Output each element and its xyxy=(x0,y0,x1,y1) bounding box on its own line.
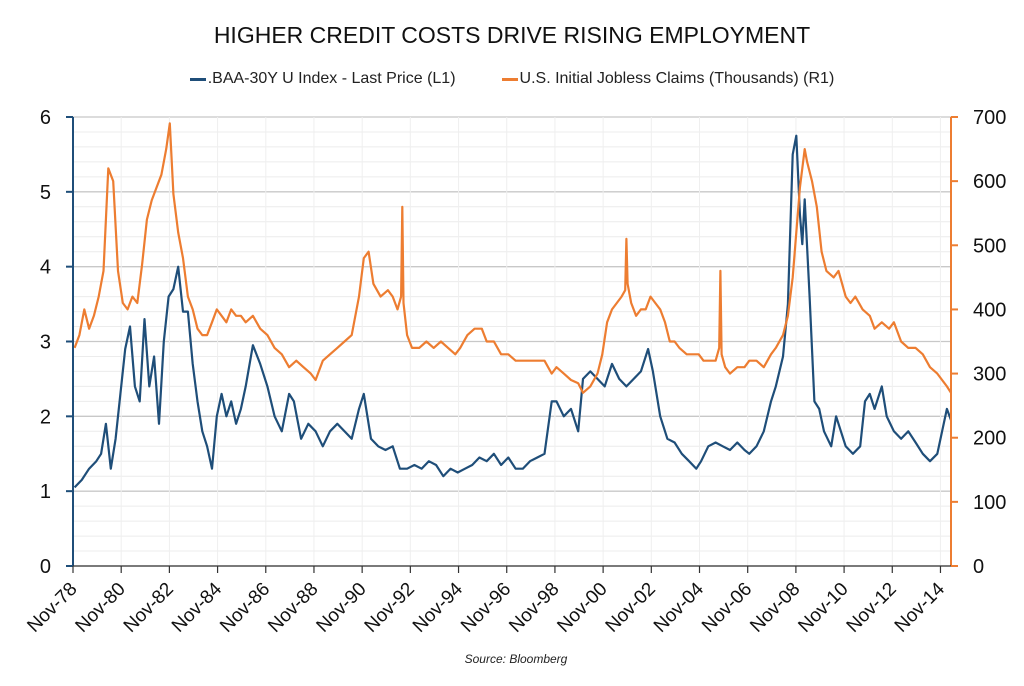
legend-label-claims: U.S. Initial Jobless Claims (Thousands) … xyxy=(519,70,835,87)
x-axis-tick-label: Nov-14 xyxy=(891,578,949,636)
x-axis-tick-label: Nov-08 xyxy=(746,579,804,637)
legend-item-baa: .BAA-30Y U Index - Last Price (L1) xyxy=(189,70,456,88)
x-axis-tick-label: Nov-78 xyxy=(23,579,81,637)
legend: .BAA-30Y U Index - Last Price (L1) U.S. … xyxy=(0,70,1024,88)
x-axis-tick-label: Nov-88 xyxy=(264,579,322,637)
left-axis-tick-label: 2 xyxy=(40,406,51,428)
x-axis-tick-label: Nov-94 xyxy=(409,578,467,636)
chart-title: HIGHER CREDIT COSTS DRIVE RISING EMPLOYM… xyxy=(213,22,811,48)
right-axis-tick-label: 500 xyxy=(973,235,1006,257)
legend-swatch-baa xyxy=(189,77,206,81)
x-axis-tick-label: Nov-82 xyxy=(120,579,178,637)
right-axis-tick-label: 300 xyxy=(973,364,1006,386)
left-axis-tick-label: 3 xyxy=(40,332,51,354)
series-line-claims xyxy=(73,122,952,394)
left-axis-tick-label: 4 xyxy=(40,257,51,279)
left-axis-tick-label: 0 xyxy=(40,556,51,578)
left-axis-tick-label: 1 xyxy=(40,481,51,503)
right-axis-tick-label: 700 xyxy=(973,107,1006,129)
x-axis-tick-label: Nov-86 xyxy=(216,579,274,637)
series-lines xyxy=(73,122,953,489)
right-axis-tick-label: 100 xyxy=(973,492,1006,514)
legend-swatch-claims xyxy=(501,77,518,81)
series-line-baa xyxy=(73,134,953,489)
right-axis-tick-label: 200 xyxy=(973,428,1006,450)
x-axis-tick-label: Nov-84 xyxy=(168,578,226,636)
x-axis-tick-label: Nov-96 xyxy=(457,579,515,637)
right-axis-tick-label: 0 xyxy=(973,556,984,578)
x-axis-tick-label: Nov-90 xyxy=(313,579,371,637)
x-axis-tick-label: Nov-98 xyxy=(505,579,563,637)
x-axis-tick-label: Nov-04 xyxy=(650,578,708,636)
x-axis-tick-label: Nov-06 xyxy=(698,579,756,637)
right-axis-tick-label: 400 xyxy=(973,299,1006,321)
x-axis-tick-label: Nov-12 xyxy=(843,579,901,637)
source-note: Source: Bloomberg xyxy=(464,652,568,666)
x-axis-tick-label: Nov-92 xyxy=(361,579,419,637)
legend-item-claims: U.S. Initial Jobless Claims (Thousands) … xyxy=(501,70,835,88)
gridlines xyxy=(72,116,951,567)
x-axis-tick-label: Nov-10 xyxy=(794,579,852,637)
left-axis-tick-label: 6 xyxy=(40,107,51,129)
x-axis-tick-label: Nov-80 xyxy=(72,579,130,637)
axes xyxy=(66,116,958,573)
legend-label-baa: .BAA-30Y U Index - Last Price (L1) xyxy=(207,70,456,87)
left-axis-tick-label: 5 xyxy=(40,182,51,204)
x-axis-tick-label: Nov-02 xyxy=(602,579,660,637)
x-axis-tick-label: Nov-00 xyxy=(553,579,611,637)
right-axis-tick-label: 600 xyxy=(973,171,1006,193)
